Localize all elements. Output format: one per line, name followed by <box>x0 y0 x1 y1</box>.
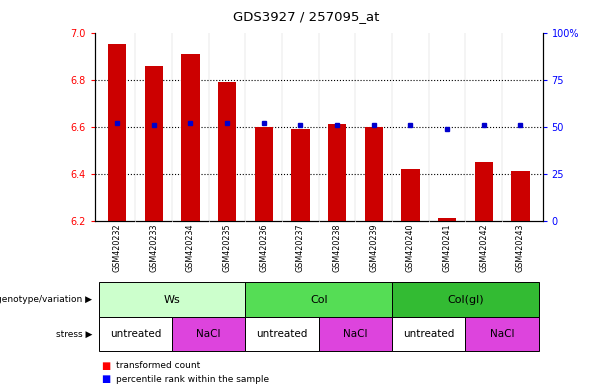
Bar <box>392 317 465 351</box>
Text: ■: ■ <box>101 374 110 384</box>
Text: percentile rank within the sample: percentile rank within the sample <box>116 375 270 384</box>
Text: GSM420239: GSM420239 <box>369 223 378 272</box>
Text: GSM420236: GSM420236 <box>259 223 268 272</box>
Text: GSM420240: GSM420240 <box>406 223 415 272</box>
Text: untreated: untreated <box>256 329 308 339</box>
Text: NaCl: NaCl <box>343 329 368 339</box>
Bar <box>392 282 539 317</box>
Bar <box>291 129 310 221</box>
Text: NaCl: NaCl <box>197 329 221 339</box>
Bar <box>511 171 530 221</box>
Bar <box>108 45 126 221</box>
Text: genotype/variation ▶: genotype/variation ▶ <box>0 295 92 304</box>
Bar <box>402 169 420 221</box>
Text: Col: Col <box>310 295 327 305</box>
Bar <box>328 124 346 221</box>
Text: GSM420234: GSM420234 <box>186 223 195 272</box>
Bar <box>99 317 172 351</box>
Bar <box>319 317 392 351</box>
Bar <box>254 127 273 221</box>
Text: Col(gl): Col(gl) <box>447 295 484 305</box>
Text: GSM420235: GSM420235 <box>223 223 232 272</box>
Text: stress ▶: stress ▶ <box>56 329 92 339</box>
Bar <box>365 127 383 221</box>
Text: ■: ■ <box>101 361 110 371</box>
Bar <box>245 282 392 317</box>
Bar <box>145 66 163 221</box>
Bar <box>99 282 245 317</box>
Text: GSM420232: GSM420232 <box>113 223 121 272</box>
Text: GSM420242: GSM420242 <box>479 223 489 272</box>
Bar <box>172 317 245 351</box>
Bar <box>181 54 200 221</box>
Text: GDS3927 / 257095_at: GDS3927 / 257095_at <box>234 10 379 23</box>
Bar <box>218 82 236 221</box>
Bar <box>438 218 456 221</box>
Text: transformed count: transformed count <box>116 361 200 370</box>
Text: untreated: untreated <box>403 329 454 339</box>
Text: GSM420238: GSM420238 <box>333 223 341 272</box>
Text: GSM420237: GSM420237 <box>296 223 305 272</box>
Text: untreated: untreated <box>110 329 161 339</box>
Bar <box>245 317 319 351</box>
Text: Ws: Ws <box>164 295 180 305</box>
Text: GSM420243: GSM420243 <box>516 223 525 272</box>
Text: GSM420233: GSM420233 <box>149 223 158 272</box>
Bar <box>474 162 493 221</box>
Text: NaCl: NaCl <box>490 329 514 339</box>
Text: GSM420241: GSM420241 <box>443 223 452 272</box>
Bar <box>465 317 539 351</box>
